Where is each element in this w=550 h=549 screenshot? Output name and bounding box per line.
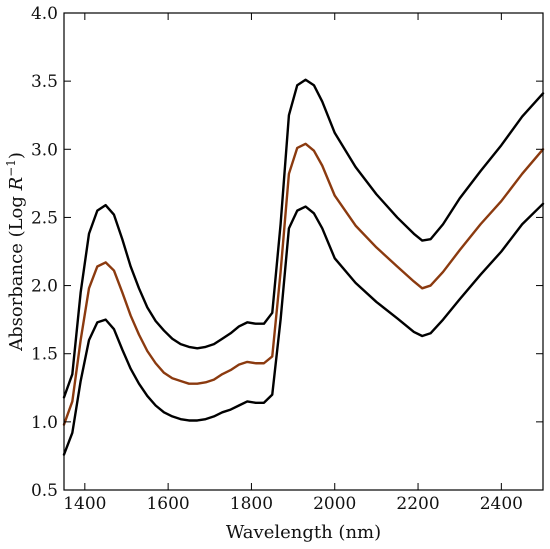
y-tick-label: 3.0 xyxy=(31,140,58,160)
plot-frame xyxy=(63,12,544,491)
y-tick-label: 2.5 xyxy=(31,208,58,228)
y-tick-label: 4.0 xyxy=(31,4,58,24)
y-axis-title-exponent: −1 xyxy=(4,159,18,177)
x-tick-label: 1600 xyxy=(146,494,189,514)
series-line-1 xyxy=(62,78,545,399)
x-tick-label: 1400 xyxy=(63,494,106,514)
y-tick-label: 1.0 xyxy=(31,413,58,433)
y-axis-title-main: Absorbance (Log xyxy=(6,190,27,352)
x-tick-label: 1800 xyxy=(230,494,273,514)
y-axis-title-variable: R xyxy=(6,177,27,192)
x-tick-label: 2200 xyxy=(396,494,439,514)
series-line-3 xyxy=(62,202,545,456)
y-tick-label: 3.5 xyxy=(31,72,58,92)
y-tick-label: 1.5 xyxy=(31,345,58,365)
series-layer xyxy=(62,78,545,456)
y-axis-title: Absorbance (Log R−1) xyxy=(4,152,27,352)
y-tick-label: 2.0 xyxy=(31,277,58,297)
x-tick-label: 2400 xyxy=(480,494,523,514)
x-tick-label: 2000 xyxy=(313,494,356,514)
ticks-layer: 1400 1600 1800 2000 2200 2400 0.5 1.0 1.5 2.0 2.5 3… xyxy=(31,4,543,514)
y-axis-title-close: ) xyxy=(6,152,27,159)
series-line-2 xyxy=(62,142,545,426)
x-axis-title: Wavelength (nm) xyxy=(226,522,381,543)
y-tick-label: 0.5 xyxy=(31,481,58,501)
